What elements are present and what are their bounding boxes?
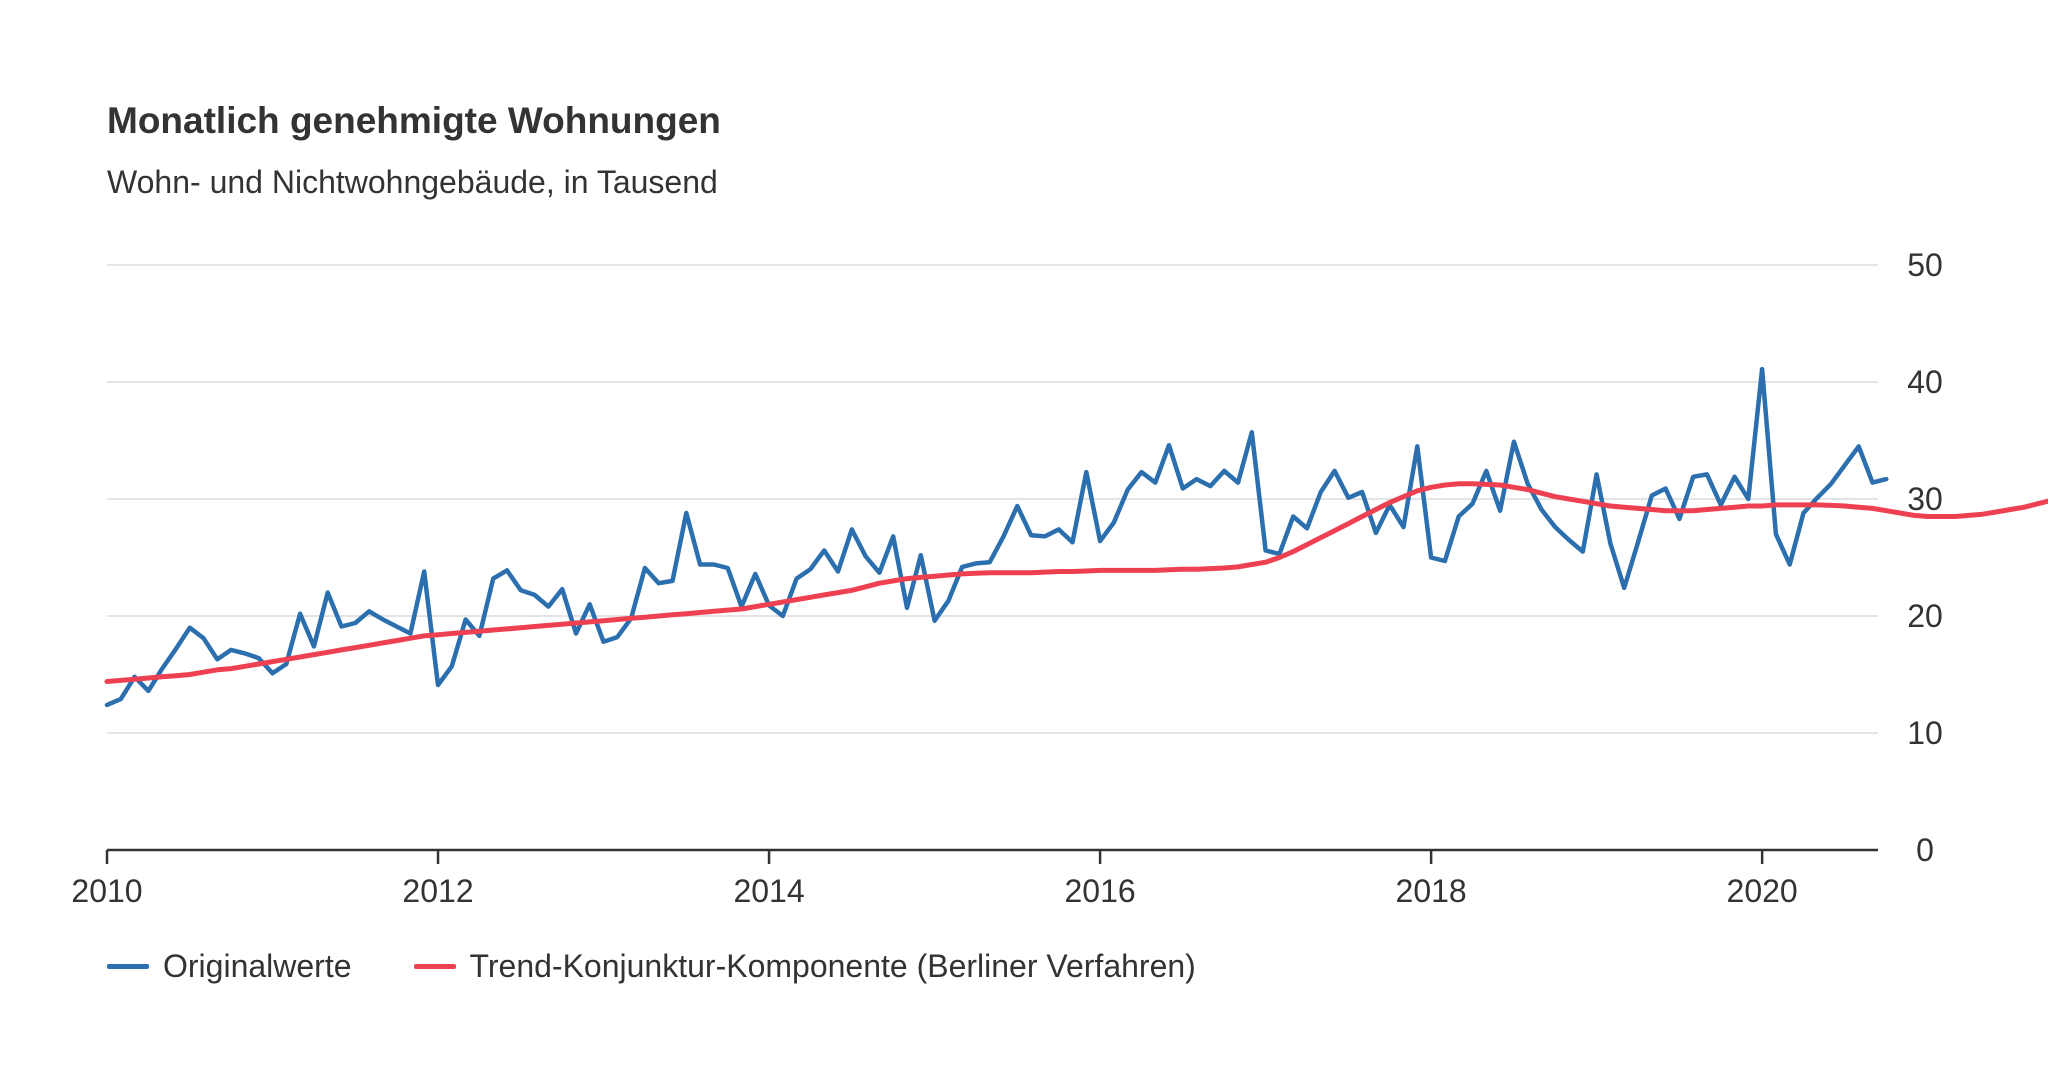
x-tick-label-2014: 2014 [733, 873, 804, 909]
legend-swatch-trend [413, 964, 456, 969]
x-tick-label-2020: 2020 [1727, 873, 1798, 909]
chart-subtitle: Wohn- und Nichtwohngebäude, in Tausend [107, 164, 718, 200]
chart-title: Monatlich genehmigte Wohnungen [107, 100, 721, 141]
y-tick-label-40: 40 [1907, 364, 1943, 400]
x-tick-label-2018: 2018 [1396, 873, 1467, 909]
series-line-originalwerte [104, 366, 1889, 708]
y-axis-labels: 0 10 20 30 40 50 [1907, 247, 1943, 868]
legend-label-originalwerte: Originalwerte [163, 948, 352, 984]
series-lines [104, 366, 2048, 708]
y-tick-label-20: 20 [1907, 598, 1943, 634]
x-axis-ticks [105, 850, 1764, 864]
x-tick-label-2012: 2012 [402, 873, 473, 909]
x-tick-label-2010: 2010 [71, 873, 142, 909]
legend: Originalwerte Trend-Konjunktur-Komponent… [107, 948, 1258, 985]
x-axis-labels: 2010 2012 2014 2016 2018 2020 [71, 873, 1797, 909]
x-tick-label-2016: 2016 [1064, 873, 1135, 909]
y-tick-label-10: 10 [1907, 715, 1943, 751]
y-tick-label-30: 30 [1907, 481, 1943, 517]
legend-item-trend: Trend-Konjunktur-Komponente (Berliner Ve… [413, 948, 1196, 985]
legend-item-originalwerte: Originalwerte [107, 948, 352, 985]
gridlines [107, 264, 1878, 734]
legend-label-trend: Trend-Konjunktur-Komponente (Berliner Ve… [469, 948, 1196, 984]
series-line-trend [104, 481, 2048, 684]
legend-swatch-originalwerte [107, 964, 149, 969]
y-tick-label-0: 0 [1916, 832, 1934, 868]
y-tick-label-50: 50 [1907, 247, 1943, 283]
